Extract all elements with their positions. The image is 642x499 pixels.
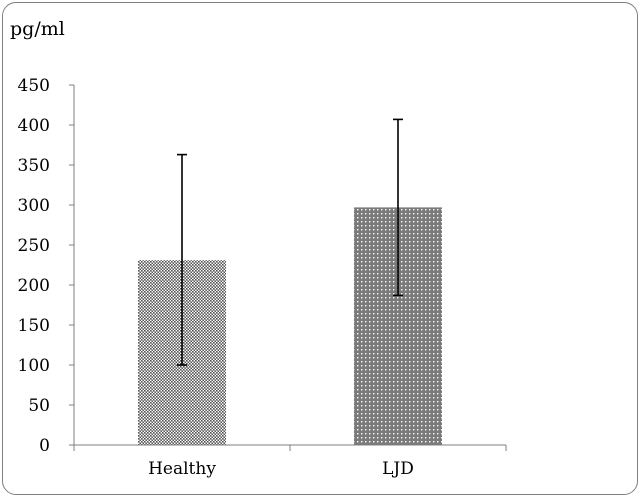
y-tick-label: 250 (18, 236, 50, 256)
y-tick-label: 200 (18, 276, 50, 296)
y-tick-label: 400 (18, 116, 50, 136)
y-tick-label: 50 (28, 396, 50, 416)
y-tick-label: 150 (18, 316, 50, 336)
y-axis-unit-label: pg/ml (10, 18, 65, 40)
y-tick-label: 350 (18, 156, 50, 176)
y-tick-label: 300 (18, 196, 50, 216)
x-tick-label: LJD (382, 459, 414, 479)
x-tick-label: Healthy (148, 459, 216, 479)
y-tick-label: 450 (18, 76, 50, 96)
chart-frame (2, 2, 638, 495)
y-tick-label: 0 (39, 436, 50, 456)
y-tick-label: 100 (18, 356, 50, 376)
